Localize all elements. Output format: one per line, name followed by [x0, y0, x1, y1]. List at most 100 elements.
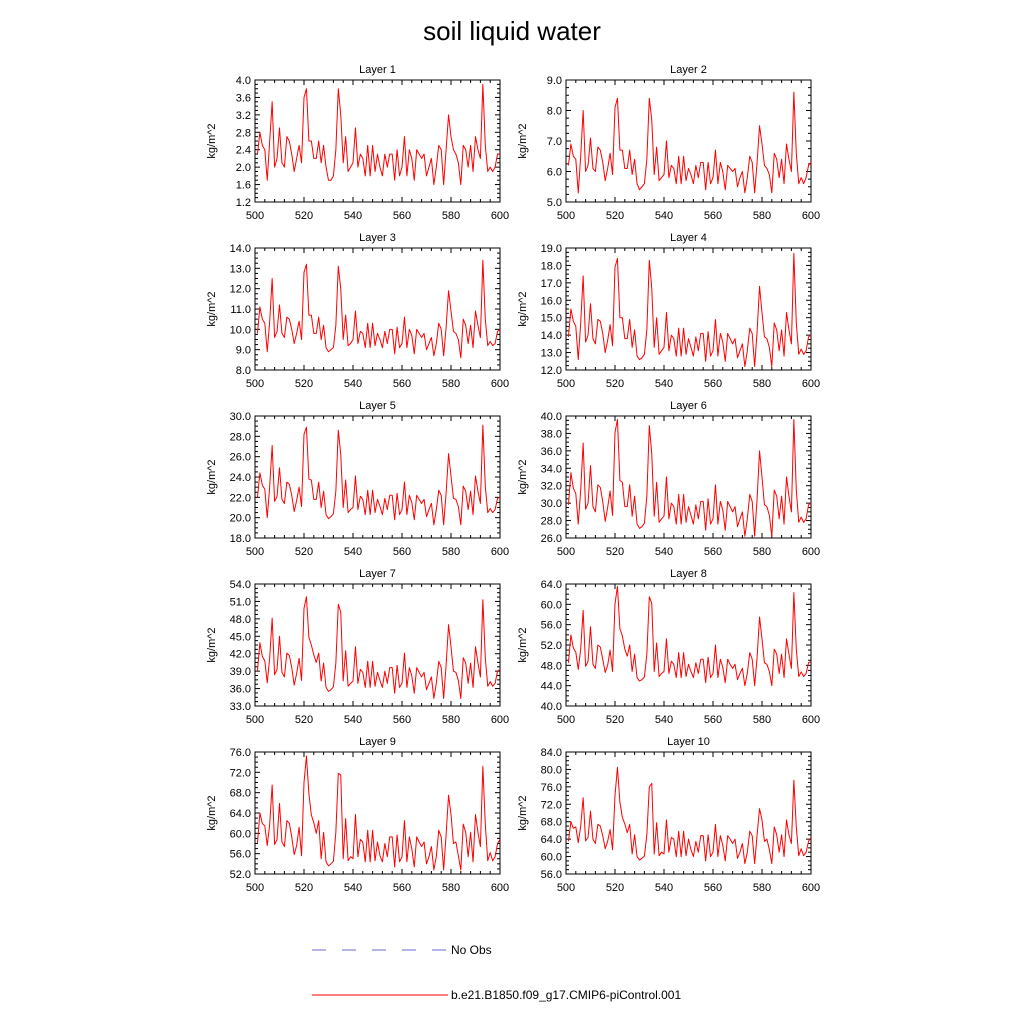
x-tick-label: 580 — [753, 882, 771, 894]
x-tick-label: 580 — [442, 210, 460, 222]
y-axis-label: kg/m^2 — [517, 123, 529, 158]
x-tick-label: 540 — [344, 210, 362, 222]
y-tick-label: 26.0 — [230, 452, 251, 464]
x-tick-label: 560 — [704, 378, 722, 390]
y-axis-label: kg/m^2 — [206, 627, 218, 662]
y-tick-label: 36.0 — [541, 446, 562, 458]
y-tick-label: 30.0 — [541, 498, 562, 510]
panel-layer-10: Layer 10 500 520 540 560 580 600 56.0 60.0 64.0 68… — [517, 736, 820, 894]
y-tick-label: 10.0 — [230, 324, 251, 336]
y-axis-label: kg/m^2 — [206, 123, 218, 158]
x-tick-label: 560 — [393, 882, 411, 894]
y-tick-label: 40.0 — [541, 411, 562, 423]
y-tick-label: 64.0 — [541, 834, 562, 846]
panel-layer-2: Layer 2 500 520 540 560 580 600 5.0 6.0 7.0 8.0 9.0… — [517, 64, 820, 222]
y-tick-label: 17.0 — [541, 278, 562, 290]
y-tick-label: 8.0 — [547, 106, 562, 118]
x-tick-label: 600 — [802, 546, 820, 558]
x-tick-label: 600 — [802, 714, 820, 726]
x-tick-label: 600 — [802, 378, 820, 390]
x-tick-label: 560 — [393, 714, 411, 726]
panel-title: Layer 9 — [359, 736, 396, 748]
y-tick-label: 64.0 — [541, 579, 562, 591]
plot-frame — [254, 751, 501, 875]
panels: Layer 1 500 520 540 560 580 600 1.2 1.6 2.0 2.4 2.8… — [206, 64, 820, 894]
plot-frame — [565, 415, 812, 539]
x-tick-label: 560 — [704, 714, 722, 726]
panel-title: Layer 3 — [359, 232, 396, 244]
plot-frame — [565, 79, 812, 203]
y-axis-label: kg/m^2 — [206, 459, 218, 494]
x-tick-label: 500 — [557, 882, 575, 894]
x-tick-label: 540 — [655, 210, 673, 222]
x-tick-label: 580 — [753, 210, 771, 222]
y-tick-label: 60.0 — [541, 852, 562, 864]
x-tick-label: 600 — [491, 546, 509, 558]
x-tick-label: 600 — [802, 882, 820, 894]
y-tick-label: 39.0 — [230, 666, 251, 678]
y-axis-label: kg/m^2 — [206, 795, 218, 830]
y-tick-label: 56.0 — [230, 849, 251, 861]
x-tick-label: 580 — [753, 378, 771, 390]
x-tick-label: 540 — [655, 714, 673, 726]
panel-layer-3: Layer 3 500 520 540 560 580 600 8.0 9.0 10.0 11.0 1… — [206, 232, 509, 390]
x-tick-label: 540 — [655, 882, 673, 894]
plot-frame — [254, 79, 501, 203]
y-tick-label: 12.0 — [541, 365, 562, 377]
series-line-model — [567, 252, 812, 368]
x-tick-label: 600 — [802, 210, 820, 222]
x-tick-label: 520 — [606, 882, 624, 894]
x-tick-label: 580 — [442, 714, 460, 726]
y-tick-label: 1.6 — [236, 180, 251, 192]
x-tick-label: 560 — [704, 882, 722, 894]
x-tick-label: 520 — [606, 546, 624, 558]
x-tick-label: 520 — [295, 210, 313, 222]
y-tick-label: 2.8 — [236, 127, 251, 139]
panel-title: Layer 4 — [670, 232, 707, 244]
panel-layer-9: Layer 9 500 520 540 560 580 600 52.0 56.0 60.0 64.… — [206, 736, 509, 894]
x-tick-label: 580 — [753, 546, 771, 558]
y-tick-label: 20.0 — [230, 513, 251, 525]
y-tick-label: 72.0 — [230, 767, 251, 779]
plot-frame — [565, 751, 812, 875]
panel-title: Layer 10 — [667, 736, 710, 748]
y-tick-label: 4.0 — [236, 75, 251, 87]
y-tick-label: 48.0 — [230, 614, 251, 626]
x-tick-label: 560 — [704, 210, 722, 222]
y-tick-label: 9.0 — [547, 75, 562, 87]
y-tick-label: 14.0 — [541, 330, 562, 342]
legend-label-no-obs: No Obs — [451, 943, 492, 957]
y-tick-label: 30.0 — [230, 411, 251, 423]
x-tick-label: 580 — [442, 546, 460, 558]
y-tick-label: 3.6 — [236, 92, 251, 104]
y-tick-label: 3.2 — [236, 110, 251, 122]
panel-layer-4: Layer 4 500 520 540 560 580 600 12.0 13.0 14.0 15.… — [517, 232, 820, 390]
panel-layer-6: Layer 6 500 520 540 560 580 600 26.0 28.0 30.0 32.… — [517, 400, 820, 558]
y-tick-label: 80.0 — [541, 764, 562, 776]
legend: No Obs b.e21.B1850.f09_g17.CMIP6-piContr… — [312, 943, 681, 1002]
y-axis-label: kg/m^2 — [206, 291, 218, 326]
x-tick-label: 540 — [344, 882, 362, 894]
x-tick-label: 500 — [246, 210, 264, 222]
y-axis-label: kg/m^2 — [517, 795, 529, 830]
y-tick-label: 8.0 — [236, 365, 251, 377]
y-tick-label: 2.0 — [236, 162, 251, 174]
panel-title: Layer 2 — [670, 64, 707, 76]
plot-frame — [565, 583, 812, 707]
x-tick-label: 520 — [295, 546, 313, 558]
x-tick-label: 580 — [442, 882, 460, 894]
y-tick-label: 6.0 — [547, 167, 562, 179]
y-tick-label: 60.0 — [541, 599, 562, 611]
figure-title: soil liquid water — [423, 16, 601, 46]
panel-title: Layer 1 — [359, 64, 396, 76]
y-tick-label: 7.0 — [547, 136, 562, 148]
x-tick-label: 500 — [246, 378, 264, 390]
plot-frame — [254, 583, 501, 707]
x-tick-label: 540 — [655, 546, 673, 558]
y-tick-label: 52.0 — [541, 640, 562, 652]
y-tick-label: 36.0 — [230, 684, 251, 696]
x-tick-label: 560 — [393, 546, 411, 558]
legend-label-model: b.e21.B1850.f09_g17.CMIP6-piControl.001 — [451, 988, 681, 1002]
x-tick-label: 500 — [557, 378, 575, 390]
x-tick-label: 540 — [655, 378, 673, 390]
